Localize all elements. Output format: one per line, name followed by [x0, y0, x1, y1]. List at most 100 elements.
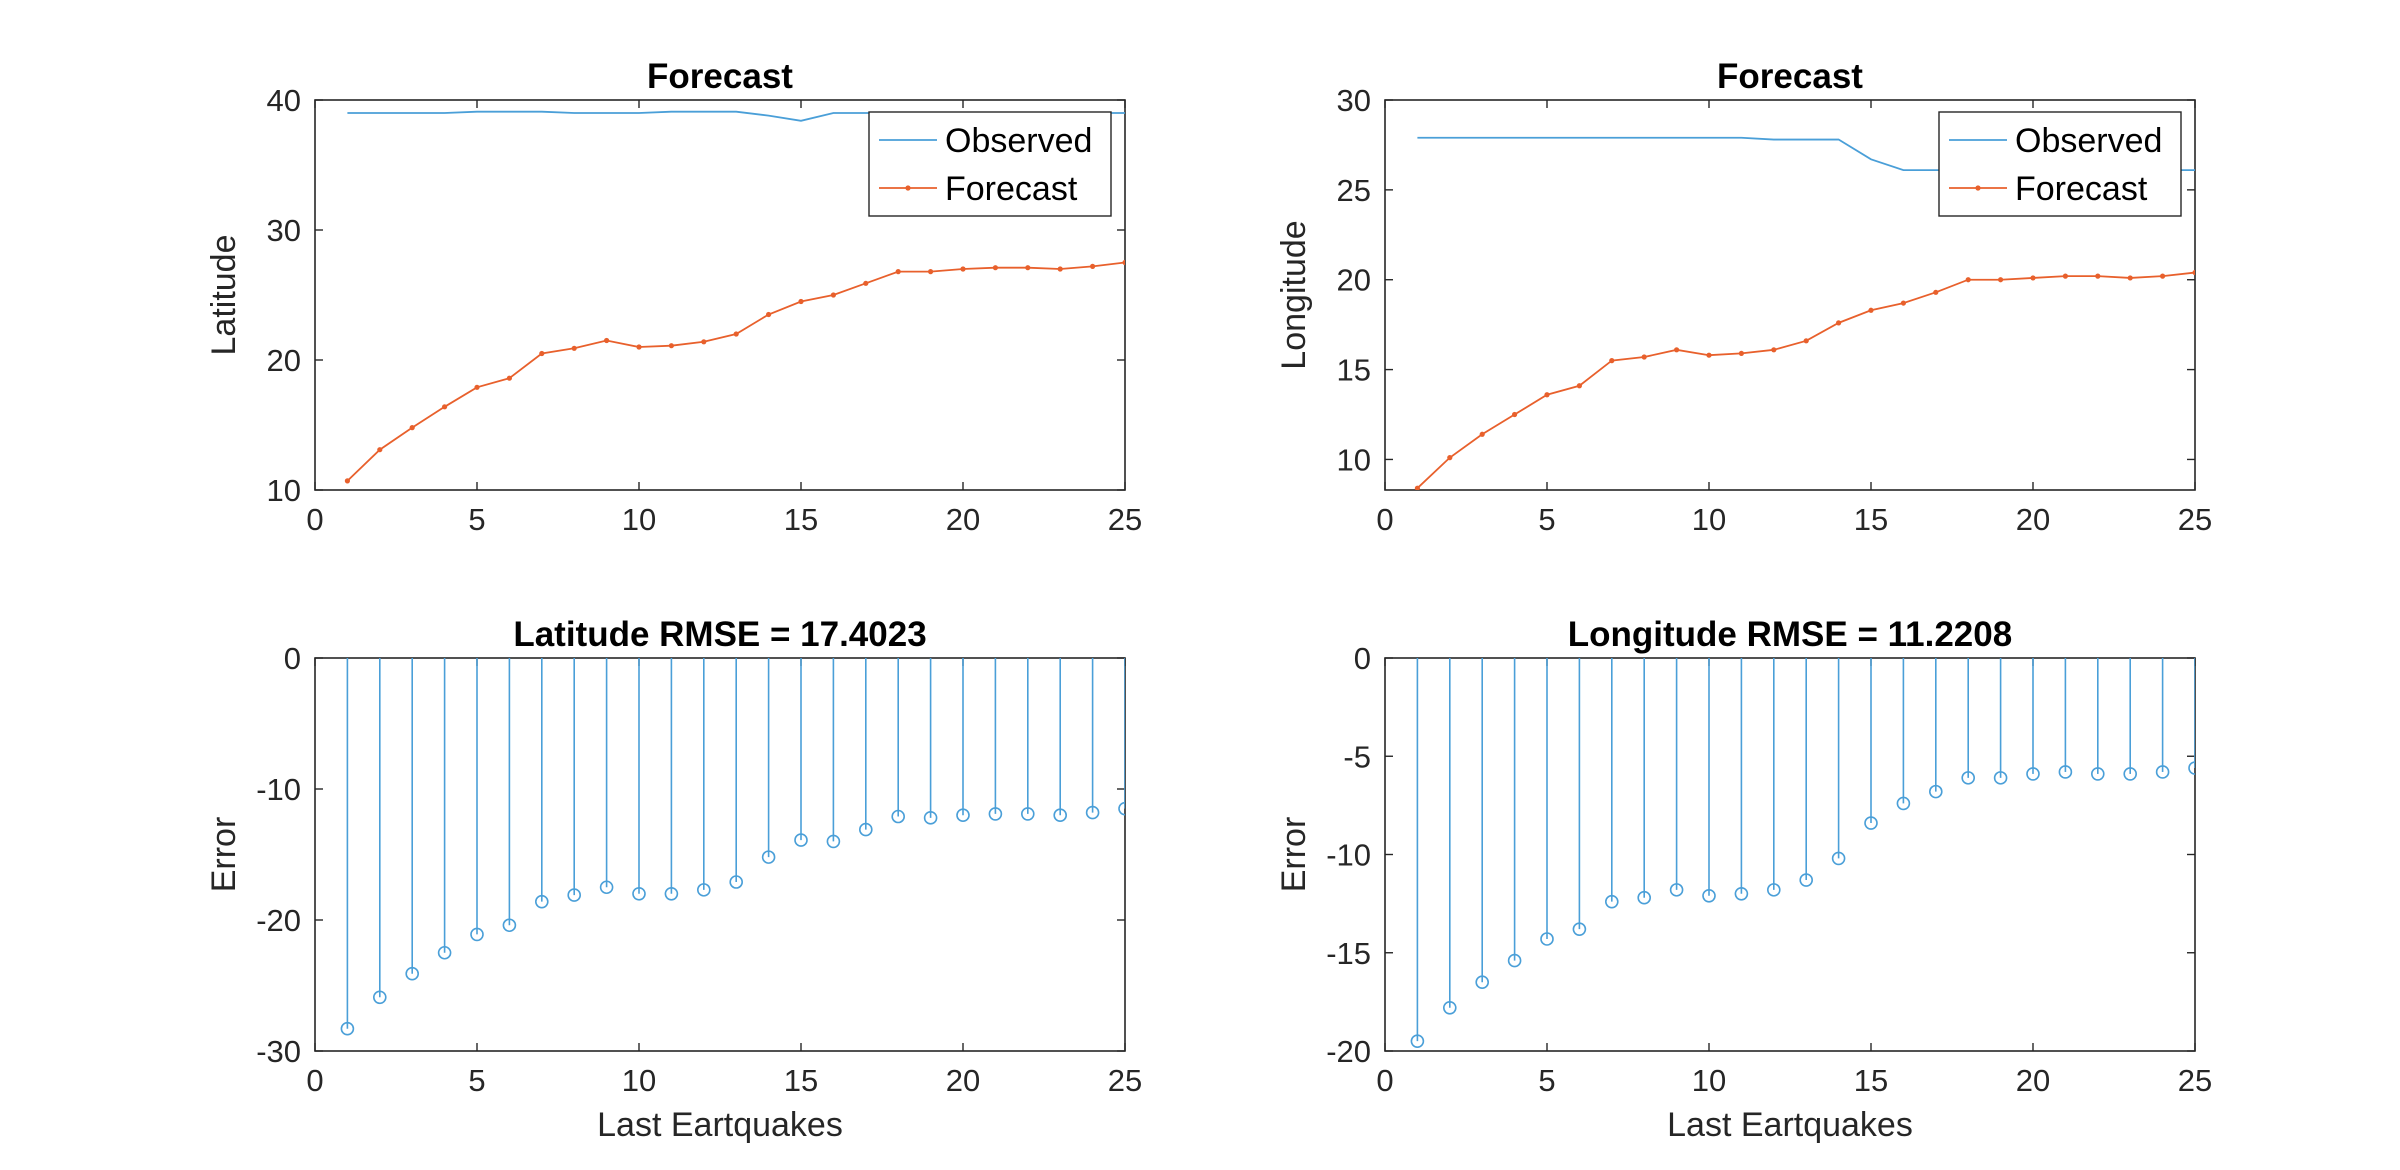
longitude-forecast-forecast-series-point — [2030, 275, 2036, 281]
longitude-error-stem-marker — [1799, 873, 1813, 887]
longitude-forecast-forecast-series-point — [1414, 485, 1420, 490]
longitude-error-stem-marker — [1637, 890, 1651, 905]
latitude-forecast-forecast-series-point — [668, 343, 675, 349]
latitude-forecast-y-tick-label: 40 — [267, 83, 301, 118]
latitude-forecast-legend-label-forecast: Forecast — [945, 170, 1078, 208]
longitude-error-stem-marker — [1669, 883, 1684, 897]
latitude-forecast-forecast-series-point — [895, 269, 901, 275]
longitude-error-x-tick-label: 0 — [1376, 1063, 1393, 1098]
latitude-error-stem-marker — [729, 875, 744, 889]
latitude-error-stem-marker — [664, 886, 679, 901]
longitude-error-stem-marker — [2123, 767, 2137, 781]
latitude-error-y-tick-label: -10 — [256, 772, 301, 807]
longitude-error-x-tick-label: 5 — [1538, 1063, 1555, 1098]
longitude-forecast-x-tick-label: 10 — [1692, 502, 1726, 537]
latitude-forecast-forecast-series-point — [636, 344, 642, 350]
longitude-forecast-forecast-series-point — [1512, 411, 1518, 418]
latitude-forecast-x-tick-label: 25 — [1108, 502, 1142, 537]
longitude-error-y-tick-label: -10 — [1326, 838, 1371, 873]
longitude-error-stem-marker — [1572, 922, 1587, 936]
longitude-forecast-forecast-series-point — [1447, 455, 1453, 461]
latitude-forecast-x-tick-label: 0 — [306, 502, 323, 537]
latitude-error-stem-marker — [858, 822, 873, 837]
latitude-error-stem-marker — [1021, 807, 1035, 821]
latitude-forecast-forecast-series-point — [798, 298, 804, 305]
latitude-forecast-forecast-series-point — [539, 350, 545, 357]
latitude-forecast-x-tick-label: 20 — [946, 502, 980, 537]
longitude-error-x-axis-label: Last Eartquakes — [1667, 1106, 1913, 1144]
longitude-error-y-tick-label: 0 — [1354, 641, 1371, 676]
latitude-forecast-forecast-series-point — [701, 339, 707, 345]
latitude-error-chart: 0 5 10 15 20 25 -30 -20 -10 0 Latitude RMSE = 17.4… — [205, 615, 1142, 1144]
longitude-forecast-legend-label-observed: Observed — [2015, 122, 2162, 160]
longitude-forecast-x-tick-label: 20 — [2016, 502, 2050, 537]
longitude-forecast-legend: Observed Forecast — [1938, 111, 2182, 217]
longitude-error-stem-marker — [1929, 784, 1943, 799]
longitude-error-stem-marker — [1767, 883, 1781, 897]
latitude-forecast-forecast-series-point — [733, 331, 739, 337]
longitude-error-stem-marker — [2188, 761, 2195, 775]
longitude-error-plot-area — [1410, 658, 2195, 1048]
longitude-forecast-forecast-series-point — [1900, 300, 1906, 306]
latitude-error-stem-marker — [826, 834, 841, 849]
latitude-forecast-y-tick-label: 30 — [267, 213, 301, 248]
latitude-error-stem-marker — [1085, 805, 1100, 820]
longitude-forecast-x-tick-label: 15 — [1854, 502, 1888, 537]
latitude-error-stem-marker — [794, 833, 808, 847]
longitude-error-y-tick-label: -20 — [1326, 1034, 1371, 1069]
latitude-error-y-tick-label: -20 — [256, 903, 301, 938]
latitude-forecast-forecast-series-point — [409, 425, 415, 431]
longitude-forecast-x-tick-label: 0 — [1376, 502, 1393, 537]
latitude-error-title: Latitude RMSE = 17.4023 — [513, 615, 926, 654]
latitude-error-stem-marker — [340, 1021, 355, 1036]
longitude-forecast-y-axis-label: Longitude — [1275, 220, 1313, 369]
longitude-error-stem-marker — [1702, 888, 1716, 903]
latitude-error-plot-area — [340, 658, 1125, 1036]
longitude-forecast-forecast-series-point — [1738, 350, 1744, 357]
latitude-forecast-y-tick-label: 20 — [267, 343, 301, 378]
latitude-error-x-tick-label: 15 — [784, 1063, 818, 1098]
latitude-error-stem-marker — [502, 918, 517, 933]
longitude-forecast-forecast-series-point — [1771, 347, 1777, 353]
longitude-error-stem-marker — [1475, 975, 1489, 990]
longitude-forecast-forecast-series-point — [2127, 275, 2133, 281]
longitude-forecast-forecast-series-point — [1868, 307, 1874, 313]
latitude-error-stem-marker — [437, 945, 452, 960]
latitude-forecast-x-tick-label: 5 — [468, 502, 485, 537]
longitude-error-chart: 0 5 10 15 20 25 -20 -15 -10 -5 0 Longitude RMSE = 1… — [1275, 615, 2212, 1144]
latitude-error-stem-marker — [372, 990, 387, 1005]
latitude-forecast-forecast-series-point — [474, 384, 480, 390]
longitude-forecast-y-tick-label: 25 — [1337, 173, 1371, 208]
latitude-error-stem-marker — [956, 808, 970, 823]
longitude-forecast-forecast-series-point — [1641, 354, 1647, 360]
latitude-forecast-title: Forecast — [647, 57, 793, 96]
longitude-forecast-forecast-series-point — [1706, 352, 1712, 358]
longitude-error-stem-marker — [1993, 771, 2008, 785]
latitude-forecast-legend-label-observed: Observed — [945, 122, 1092, 160]
latitude-forecast-chart: 0 5 10 15 20 25 10 20 30 40 Forecast Latitude Observ… — [205, 57, 1142, 537]
longitude-forecast-forecast-series-point — [2160, 273, 2166, 279]
longitude-error-stem-marker — [1507, 953, 1522, 968]
latitude-error-x-tick-label: 20 — [946, 1063, 980, 1098]
longitude-error-y-tick-label: -15 — [1326, 936, 1371, 971]
longitude-error-stem-marker — [2026, 767, 2040, 781]
longitude-forecast-forecast-series-point — [2095, 273, 2101, 279]
latitude-error-x-tick-label: 25 — [1108, 1063, 1142, 1098]
longitude-error-stem-marker — [1961, 771, 1975, 785]
longitude-forecast-chart: 0 5 10 15 20 25 10 15 20 25 30 Forecast Longitude Obs… — [1275, 57, 2212, 537]
latitude-forecast-x-tick-label: 15 — [784, 502, 818, 537]
latitude-error-y-tick-label: 0 — [284, 641, 301, 676]
longitude-forecast-legend-label-forecast: Forecast — [2015, 170, 2148, 208]
latitude-forecast-forecast-series-point — [604, 337, 610, 344]
longitude-error-y-axis-label: Error — [1275, 817, 1313, 893]
latitude-error-x-tick-label: 10 — [622, 1063, 656, 1098]
latitude-forecast-forecast-series-point — [1090, 263, 1096, 269]
longitude-forecast-forecast-series-point — [1965, 277, 1971, 283]
latitude-forecast-forecast-series-point — [766, 311, 772, 318]
longitude-forecast-y-tick-label: 20 — [1337, 263, 1371, 298]
latitude-forecast-y-tick-label: 10 — [267, 473, 301, 508]
longitude-error-stem-marker — [2155, 765, 2170, 779]
latitude-forecast-legend-marker-forecast — [905, 185, 911, 191]
longitude-forecast-y-tick-label: 10 — [1337, 442, 1371, 477]
